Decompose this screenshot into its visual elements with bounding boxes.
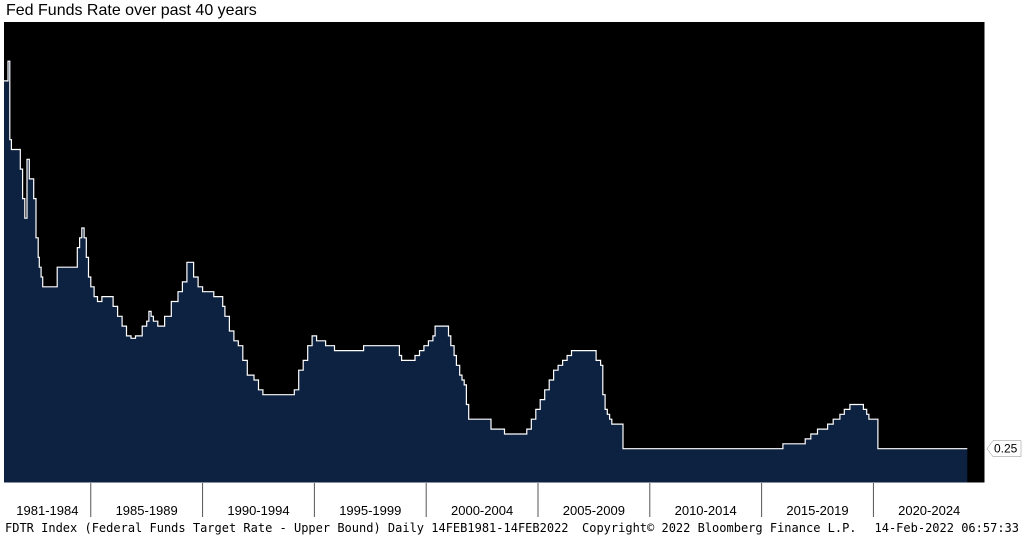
x-category-label: 2000-2004 — [451, 503, 513, 518]
chart-title: Fed Funds Rate over past 40 years — [6, 2, 257, 19]
x-category-label: 1981-1984 — [16, 503, 78, 518]
y-tick-label: 20 — [993, 53, 1007, 68]
x-category-label: 1985-1989 — [116, 503, 178, 518]
chart-area: 5 10 15 20 0.25 1981-1984 1985-1989 1990-1994 19… — [4, 22, 1022, 518]
y-tick-label: 10 — [993, 249, 1007, 264]
footer-copyright: Copyright© 2022 Bloomberg Finance L.P. — [582, 521, 857, 535]
y-tick-label: 15 — [993, 151, 1007, 166]
x-category-label: 1995-1999 — [339, 503, 401, 518]
x-category-label: 2015-2019 — [786, 503, 848, 518]
footer-bar: FDTR Index (Federal Funds Target Rate - … — [0, 519, 1024, 539]
axes-group: 5 10 15 20 0.25 1981-1984 1985-1989 1990-1994 19… — [4, 22, 1022, 518]
last-value-label: 0.25 — [994, 442, 1018, 456]
x-category-label: 2010-2014 — [675, 503, 737, 518]
series-area-fill — [4, 61, 968, 483]
series-line — [4, 60, 968, 450]
footer-timestamp: 14-Feb-2022 06:57:33 — [874, 521, 1020, 535]
footer-security-description: FDTR Index (Federal Funds Target Rate - … — [5, 521, 569, 535]
x-category-label: 1990-1994 — [227, 503, 289, 518]
x-category-label: 2005-2009 — [563, 503, 625, 518]
series-area-group — [4, 60, 968, 483]
last-value-tag — [986, 440, 1022, 457]
y-tick-label: 5 — [993, 347, 1000, 362]
x-category-label: 2020-2024 — [898, 503, 960, 518]
